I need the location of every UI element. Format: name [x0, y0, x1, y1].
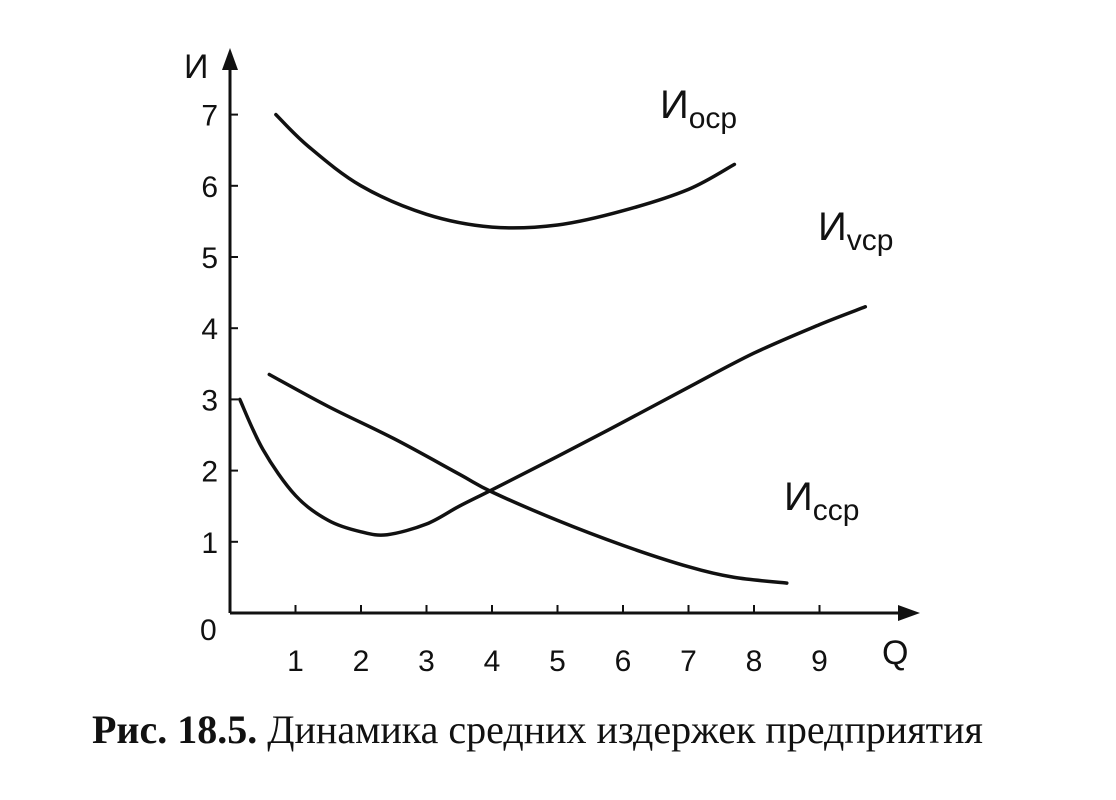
y-tick-label: 5: [201, 242, 218, 275]
series-label-osr: Иоср: [660, 83, 737, 135]
x-tick-label: 7: [680, 645, 697, 678]
x-axis-label: Q: [882, 634, 908, 672]
series-label-main: И: [818, 205, 847, 249]
curve-vsr: [238, 305, 868, 537]
series-label-main: И: [660, 83, 689, 127]
caption-text: Динамика средних издержек предприятия: [257, 707, 983, 752]
x-axis-arrow: [898, 605, 920, 621]
y-tick-label: 1: [201, 527, 218, 560]
curve-csr: [267, 372, 789, 585]
x-tick-label: 1: [287, 645, 304, 678]
series-label-subscript: оср: [689, 102, 737, 135]
axes: И Q 0: [184, 48, 920, 672]
y-tick-label: 3: [201, 384, 218, 417]
series-label-vsr: Иvср: [818, 205, 893, 257]
series-label-subscript: vср: [847, 224, 894, 257]
x-tick-label: 6: [615, 645, 632, 678]
x-tick-label: 2: [353, 645, 370, 678]
y-tick-label: 6: [201, 171, 218, 204]
series-label-csr: Исср: [784, 475, 859, 527]
y-axis-label: И: [184, 48, 208, 86]
y-tick-label: 7: [201, 100, 218, 133]
y-tick-label: 2: [201, 456, 218, 489]
curves: [238, 112, 868, 585]
origin-label: 0: [200, 614, 217, 647]
x-tick-label: 4: [484, 645, 501, 678]
ticks: 1 2 3 4 5 6 7 8 9 1 2 3 4 5 6 7: [201, 100, 828, 678]
y-axis-arrow: [222, 48, 238, 70]
x-tick-label: 5: [549, 645, 566, 678]
caption-number: Рис. 18.5.: [92, 707, 258, 752]
series-label-subscript: сср: [813, 494, 860, 527]
series-label-main: И: [784, 475, 813, 519]
x-tick-label: 3: [418, 645, 435, 678]
x-tick-label: 8: [746, 645, 763, 678]
curve-osr: [274, 112, 737, 230]
y-tick-label: 4: [201, 313, 218, 346]
figure-caption: Рис. 18.5. Динамика средних издержек пре…: [92, 706, 1092, 753]
x-tick-label: 9: [811, 645, 828, 678]
